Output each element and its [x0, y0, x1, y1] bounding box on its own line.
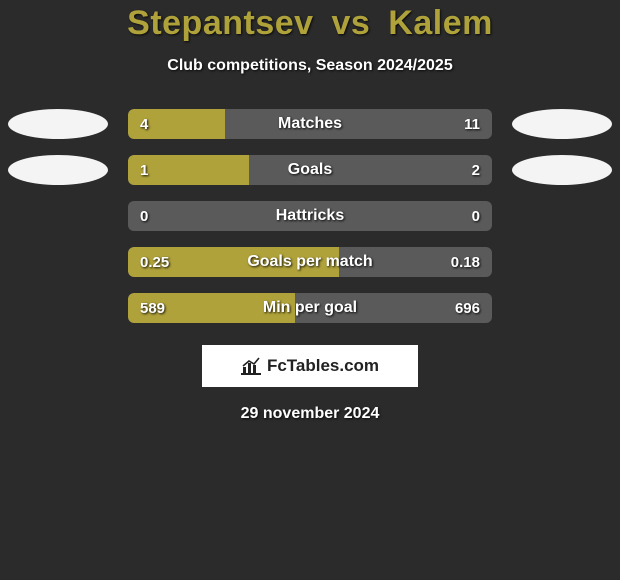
player2-badge	[512, 109, 612, 139]
stat-right-value: 0	[472, 201, 480, 231]
spacer	[8, 247, 108, 277]
stats-rows: 4Matches11 1Goals2 0Hattricks0 0.25Goals pe…	[0, 109, 620, 323]
player2-name: Kalem	[388, 4, 493, 42]
logo-text: FcTables.com	[267, 356, 379, 376]
stat-bar: 0Hattricks0	[128, 201, 492, 231]
stat-bar: 1Goals2	[128, 155, 492, 185]
spacer	[512, 201, 612, 231]
stat-label: Goals	[128, 155, 492, 185]
spacer	[512, 293, 612, 323]
vs-text: vs	[332, 4, 371, 42]
stat-label: Goals per match	[128, 247, 492, 277]
spacer	[512, 247, 612, 277]
stat-right-value: 2	[472, 155, 480, 185]
spacer	[8, 201, 108, 231]
player1-name: Stepantsev	[127, 4, 313, 42]
stat-bar: 589Min per goal696	[128, 293, 492, 323]
logo-box: FcTables.com	[202, 345, 418, 387]
stat-row: 589Min per goal696	[8, 293, 612, 323]
stat-bar: 0.25Goals per match0.18	[128, 247, 492, 277]
stat-label: Hattricks	[128, 201, 492, 231]
stat-label: Min per goal	[128, 293, 492, 323]
chart-icon	[241, 357, 261, 375]
player2-badge	[512, 155, 612, 185]
stat-bar: 4Matches11	[128, 109, 492, 139]
stat-right-value: 0.18	[451, 247, 480, 277]
subtitle: Club competitions, Season 2024/2025	[167, 57, 452, 75]
player1-badge	[8, 155, 108, 185]
stat-row: 4Matches11	[8, 109, 612, 139]
player1-badge	[8, 109, 108, 139]
comparison-title: Stepantsev vs Kalem	[127, 4, 493, 43]
stat-row: 1Goals2	[8, 155, 612, 185]
stat-row: 0Hattricks0	[8, 201, 612, 231]
stat-right-value: 11	[464, 109, 480, 139]
stat-row: 0.25Goals per match0.18	[8, 247, 612, 277]
date-text: 29 november 2024	[241, 405, 380, 423]
stat-label: Matches	[128, 109, 492, 139]
stat-right-value: 696	[455, 293, 480, 323]
spacer	[8, 293, 108, 323]
